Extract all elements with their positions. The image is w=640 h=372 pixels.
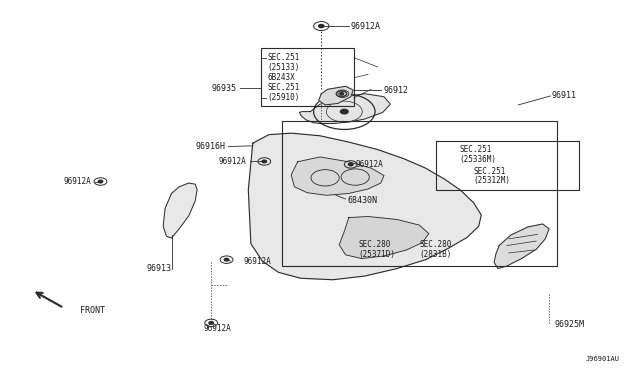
Text: (25371D): (25371D) [358,250,396,259]
Text: 96912A: 96912A [219,157,246,166]
Text: (2831B): (2831B) [420,250,452,259]
Text: SEC.280: SEC.280 [420,240,452,249]
Text: 96935: 96935 [212,84,237,93]
Polygon shape [494,224,549,269]
Polygon shape [319,86,353,105]
Circle shape [340,93,344,95]
Text: SEC.251: SEC.251 [268,83,300,92]
Text: SEC.251: SEC.251 [460,145,492,154]
Text: 96912A: 96912A [204,324,232,333]
Text: SEC.280: SEC.280 [358,240,391,249]
Polygon shape [291,157,384,195]
Circle shape [99,180,102,183]
Text: 96913: 96913 [146,264,172,273]
Text: 68430N: 68430N [348,196,378,205]
Text: FRONT: FRONT [80,307,105,315]
Text: 96912A: 96912A [351,22,381,31]
Circle shape [349,163,353,166]
Text: SEC.251: SEC.251 [474,167,506,176]
Text: 96925M: 96925M [554,320,584,329]
Text: (25336M): (25336M) [460,155,497,164]
Bar [436,141,579,190]
Circle shape [224,258,229,261]
Polygon shape [339,217,429,259]
Text: 96916H: 96916H [195,142,225,151]
Text: 6B243X: 6B243X [268,73,295,82]
Circle shape [340,109,348,114]
Polygon shape [248,133,481,280]
Text: 96912A: 96912A [355,160,383,169]
Text: 96912A: 96912A [243,257,271,266]
Text: 96912: 96912 [384,86,409,94]
Text: J96901AU: J96901AU [586,356,620,362]
Polygon shape [300,94,390,124]
Text: 96911: 96911 [552,92,577,100]
Bar [261,48,354,106]
Text: 96912A: 96912A [63,177,91,186]
Circle shape [319,25,324,28]
Bar [282,121,557,266]
Text: (25910): (25910) [268,93,300,102]
Text: (25312M): (25312M) [474,176,511,185]
Circle shape [262,160,267,163]
Text: (25133): (25133) [268,63,300,72]
Text: SEC.251: SEC.251 [268,53,300,62]
Polygon shape [163,183,197,238]
Circle shape [209,321,214,324]
